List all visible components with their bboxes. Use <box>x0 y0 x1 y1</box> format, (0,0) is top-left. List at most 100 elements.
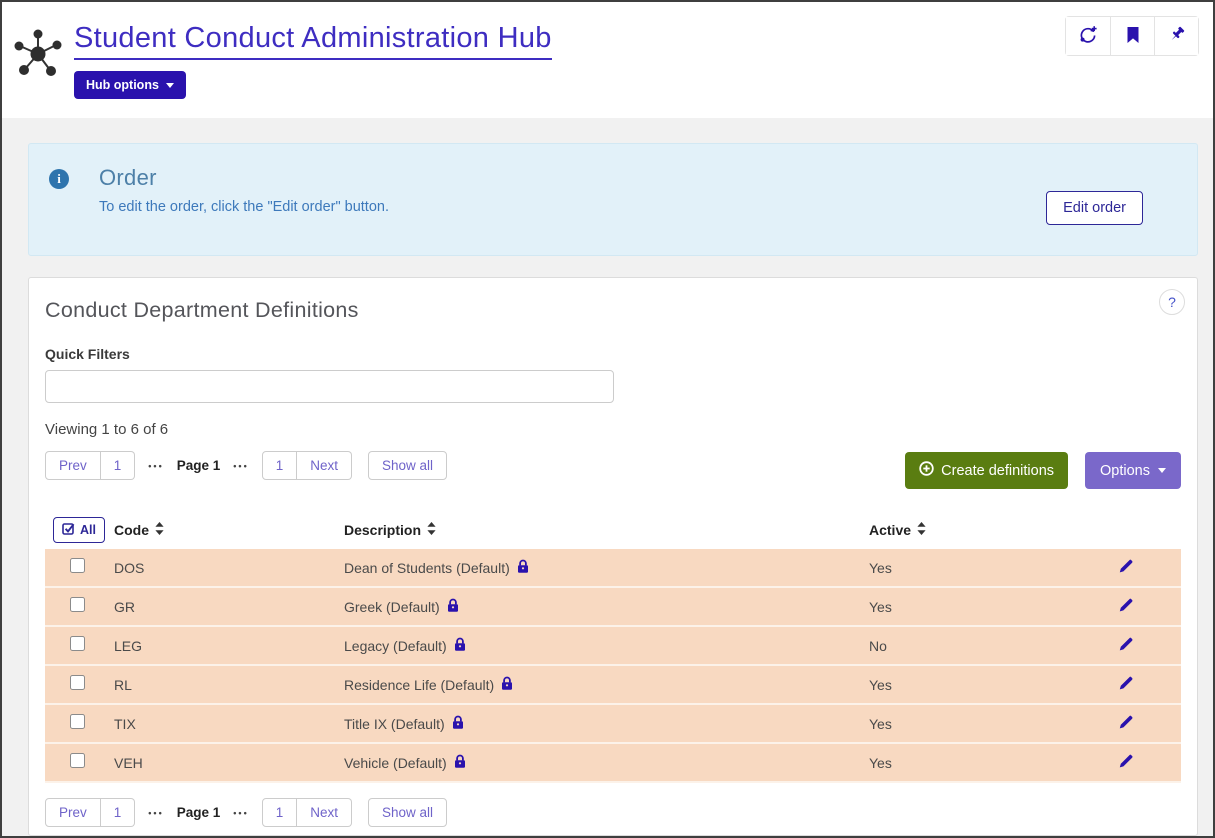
active-cell: Yes <box>869 598 892 615</box>
pagination-ellipsis: ••• <box>233 807 249 818</box>
next-page-button[interactable]: Next <box>297 798 352 827</box>
next-page-button[interactable]: Next <box>297 451 352 480</box>
bookmark-button[interactable] <box>1110 17 1154 55</box>
code-cell: GR <box>114 598 135 615</box>
help-button[interactable]: ? <box>1159 289 1185 315</box>
page-1-button[interactable]: 1 <box>261 798 298 827</box>
code-cell: TIX <box>114 715 136 732</box>
description-cell: Title IX (Default) <box>344 715 445 732</box>
active-cell: Yes <box>869 754 892 771</box>
description-cell: Greek (Default) <box>344 598 440 615</box>
select-all-label: All <box>80 523 96 537</box>
page-title-link[interactable]: Student Conduct Administration Hub <box>74 22 552 60</box>
column-header-active[interactable]: Active <box>869 522 1106 538</box>
code-cell: LEG <box>114 637 143 654</box>
pagination-bottom: Prev 1 ••• Page 1 ••• 1 Next Show all <box>45 798 1181 827</box>
table-body: DOS Dean of Students (Default) Yes <box>45 549 1181 783</box>
info-icon: i <box>49 169 69 189</box>
quick-filters-input[interactable] <box>45 370 614 403</box>
create-definitions-label: Create definitions <box>941 462 1055 479</box>
pagination-ellipsis: ••• <box>148 807 164 818</box>
edit-row-button[interactable] <box>1116 595 1136 618</box>
pagination-ellipsis: ••• <box>233 460 249 471</box>
order-banner-title: Order <box>99 165 157 190</box>
edit-order-button[interactable]: Edit order <box>1046 191 1143 225</box>
plus-circle-icon <box>919 461 934 480</box>
lock-icon <box>447 598 459 616</box>
table-row: VEH Vehicle (Default) Yes <box>45 744 1181 783</box>
header-toolbar <box>1065 16 1199 56</box>
options-button[interactable]: Options <box>1085 452 1181 489</box>
page-1-button[interactable]: 1 <box>100 451 136 480</box>
description-cell: Residence Life (Default) <box>344 676 495 693</box>
prev-page-button[interactable]: Prev <box>45 451 101 480</box>
app-header: Student Conduct Administration Hub Hub o… <box>2 2 1213 118</box>
sync-plus-icon <box>1078 25 1098 48</box>
row-checkbox[interactable] <box>70 635 85 651</box>
select-all-button[interactable]: All <box>53 517 105 543</box>
column-header-code[interactable]: Code <box>114 522 344 538</box>
pagination-ellipsis: ••• <box>148 460 164 471</box>
edit-row-button[interactable] <box>1116 673 1136 696</box>
quick-filters-label: Quick Filters <box>45 346 130 362</box>
bookmark-icon <box>1125 26 1141 47</box>
current-page-label: Page 1 <box>176 458 221 473</box>
active-cell: No <box>869 637 887 654</box>
sort-icon <box>155 522 164 538</box>
current-page-label: Page 1 <box>176 805 221 820</box>
prev-page-button[interactable]: Prev <box>45 798 101 827</box>
active-cell: Yes <box>869 676 892 693</box>
edit-row-button[interactable] <box>1116 751 1136 774</box>
hub-options-label: Hub options <box>86 78 159 92</box>
hub-options-button[interactable]: Hub options <box>74 71 186 99</box>
chevron-down-icon <box>1158 468 1166 473</box>
row-checkbox[interactable] <box>70 752 85 768</box>
definitions-table: All Code Description Active <box>45 513 1181 783</box>
show-all-button[interactable]: Show all <box>368 798 448 827</box>
main-content: i Order To edit the order, click the "Ed… <box>2 118 1213 836</box>
row-checkbox[interactable] <box>70 674 85 690</box>
order-banner: i Order To edit the order, click the "Ed… <box>28 143 1198 256</box>
table-row: DOS Dean of Students (Default) Yes <box>45 549 1181 588</box>
table-row: RL Residence Life (Default) Yes <box>45 666 1181 705</box>
checkbox-check-icon <box>62 522 75 538</box>
active-cell: Yes <box>869 715 892 732</box>
title-block: Student Conduct Administration Hub Hub o… <box>74 22 1199 99</box>
table-row: TIX Title IX (Default) Yes <box>45 705 1181 744</box>
page-1-button[interactable]: 1 <box>100 798 136 827</box>
order-banner-description: To edit the order, click the "Edit order… <box>99 199 389 215</box>
table-header-row: All Code Description Active <box>45 513 1181 547</box>
panel-title: Conduct Department Definitions <box>45 298 359 322</box>
edit-row-button[interactable] <box>1116 634 1136 657</box>
row-checkbox[interactable] <box>70 596 85 612</box>
panel-actions: Create definitions Options <box>905 452 1181 489</box>
pin-button[interactable] <box>1154 17 1198 55</box>
show-all-button[interactable]: Show all <box>368 451 448 480</box>
chevron-down-icon <box>165 82 174 88</box>
lock-icon <box>454 754 466 772</box>
row-checkbox[interactable] <box>70 557 85 573</box>
sort-icon <box>427 522 436 538</box>
page-1-button[interactable]: 1 <box>261 451 298 480</box>
create-definitions-button[interactable]: Create definitions <box>905 452 1069 489</box>
pencil-icon <box>1118 636 1134 655</box>
code-cell: RL <box>114 676 132 693</box>
active-cell: Yes <box>869 559 892 576</box>
pencil-icon <box>1118 597 1134 616</box>
row-checkbox[interactable] <box>70 713 85 729</box>
viewing-count-text: Viewing 1 to 6 of 6 <box>45 421 169 438</box>
pencil-icon <box>1118 558 1134 577</box>
edit-row-button[interactable] <box>1116 556 1136 579</box>
column-header-description[interactable]: Description <box>344 522 869 538</box>
lock-icon <box>517 559 529 577</box>
sort-icon <box>917 522 926 538</box>
lock-icon <box>501 676 513 694</box>
pagination-top: Prev 1 ••• Page 1 ••• 1 Next Show all <box>45 451 448 480</box>
panel-head: Conduct Department Definitions ? <box>45 289 1185 323</box>
code-cell: VEH <box>114 754 143 771</box>
subscribe-sync-button[interactable] <box>1066 17 1110 55</box>
edit-row-button[interactable] <box>1116 712 1136 735</box>
definitions-panel: Conduct Department Definitions ? Quick F… <box>28 277 1198 836</box>
pencil-icon <box>1118 675 1134 694</box>
code-cell: DOS <box>114 559 145 576</box>
